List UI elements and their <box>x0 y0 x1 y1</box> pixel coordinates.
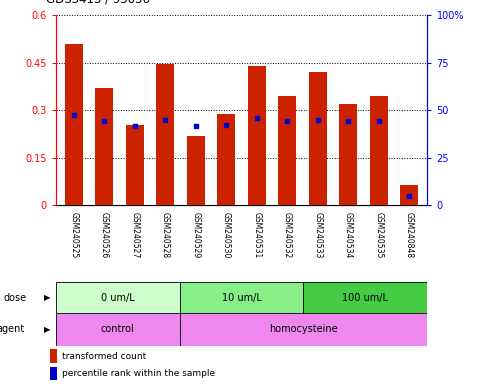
Bar <box>56 313 180 346</box>
Bar <box>217 114 235 205</box>
Bar <box>186 136 205 205</box>
Text: GSM240528: GSM240528 <box>161 212 170 258</box>
Bar <box>50 349 57 363</box>
Bar <box>56 282 180 313</box>
Text: 100 um/L: 100 um/L <box>342 293 388 303</box>
Text: ▶: ▶ <box>44 325 51 334</box>
Bar <box>309 73 327 205</box>
Bar <box>156 65 174 205</box>
Text: dose: dose <box>3 293 27 303</box>
Text: GSM240530: GSM240530 <box>222 212 231 258</box>
Bar <box>180 313 427 346</box>
Text: GSM240535: GSM240535 <box>374 212 383 258</box>
Text: control: control <box>100 324 134 334</box>
Bar <box>180 282 303 313</box>
Text: 0 um/L: 0 um/L <box>100 293 134 303</box>
Text: 10 um/L: 10 um/L <box>222 293 261 303</box>
Bar <box>95 88 114 205</box>
Text: GDS3413 / 95056: GDS3413 / 95056 <box>46 0 150 6</box>
Text: GSM240526: GSM240526 <box>100 212 109 258</box>
Bar <box>50 367 57 380</box>
Text: percentile rank within the sample: percentile rank within the sample <box>62 369 215 378</box>
Bar <box>126 125 144 205</box>
Bar <box>248 66 266 205</box>
Text: GSM240525: GSM240525 <box>70 212 78 258</box>
Text: transformed count: transformed count <box>62 352 146 361</box>
Text: GSM240527: GSM240527 <box>130 212 139 258</box>
Text: ▶: ▶ <box>44 293 51 302</box>
Bar <box>65 44 83 205</box>
Text: agent: agent <box>0 324 24 334</box>
Text: GSM240532: GSM240532 <box>283 212 292 258</box>
Text: GSM240848: GSM240848 <box>405 212 413 258</box>
Bar <box>369 96 388 205</box>
Text: GSM240534: GSM240534 <box>344 212 353 258</box>
Text: homocysteine: homocysteine <box>269 324 338 334</box>
Bar <box>339 104 357 205</box>
Text: GSM240531: GSM240531 <box>252 212 261 258</box>
Text: GSM240529: GSM240529 <box>191 212 200 258</box>
Text: GSM240533: GSM240533 <box>313 212 322 258</box>
Bar <box>278 96 297 205</box>
Bar <box>400 185 418 205</box>
Bar <box>303 282 427 313</box>
